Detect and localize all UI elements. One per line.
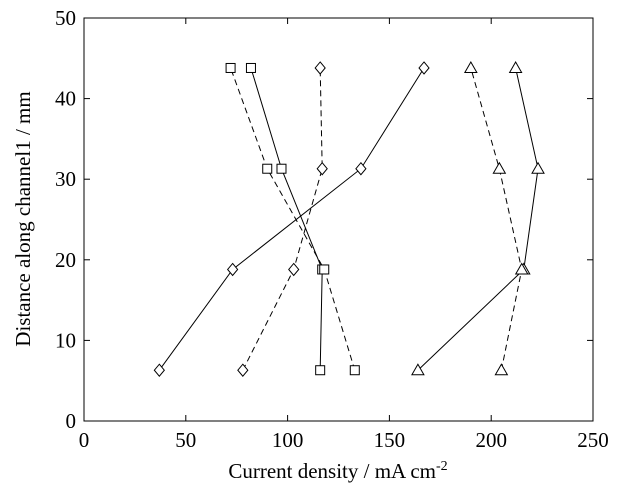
series-line xyxy=(250,67,323,371)
data-point-square xyxy=(276,163,287,174)
data-point-triangle xyxy=(531,161,545,174)
series-line xyxy=(470,67,523,371)
y-tick-label: 10 xyxy=(55,328,76,352)
data-point-diamond xyxy=(153,363,165,378)
data-point-triangle xyxy=(411,363,425,376)
series-layer xyxy=(153,60,545,378)
x-axis-label: Current density / mA cm-2 xyxy=(228,459,447,483)
data-point-diamond xyxy=(314,61,326,75)
series-6 xyxy=(463,60,529,376)
data-point-diamond xyxy=(237,363,249,378)
data-point-diamond xyxy=(355,161,367,176)
x-tick-label: 150 xyxy=(374,428,406,452)
data-point-square xyxy=(225,62,236,73)
data-point-triangle xyxy=(492,161,507,174)
x-tick-label: 250 xyxy=(577,428,609,452)
series-line xyxy=(158,67,425,371)
data-point-triangle xyxy=(494,363,509,376)
data-point-triangle xyxy=(514,262,529,275)
data-point-diamond xyxy=(316,161,328,176)
data-point-diamond xyxy=(226,262,239,277)
y-tick-label: 30 xyxy=(55,167,76,191)
y-tick-label: 20 xyxy=(55,248,76,272)
series-2 xyxy=(225,62,360,376)
y-tick-label: 40 xyxy=(55,87,76,111)
data-point-square xyxy=(349,365,360,376)
data-point-diamond xyxy=(418,61,430,75)
data-point-triangle xyxy=(463,60,478,73)
x-tick-label: 200 xyxy=(475,428,507,452)
data-point-square xyxy=(315,365,326,376)
data-point-square xyxy=(245,62,256,73)
data-point-triangle xyxy=(508,60,523,73)
x-axis-label-superscript: -2 xyxy=(436,459,448,474)
data-point-diamond xyxy=(288,262,300,277)
series-line xyxy=(242,67,323,371)
y-tick-label: 0 xyxy=(66,409,77,433)
series-3 xyxy=(153,61,430,378)
series-line xyxy=(417,67,539,371)
x-tick-label: 50 xyxy=(175,428,196,452)
y-tick-label: 50 xyxy=(55,6,76,30)
x-axis-label-text: Current density / mA cm xyxy=(228,459,436,483)
plot-area xyxy=(83,17,594,422)
series-4 xyxy=(237,61,328,378)
ticks-layer: 0 50 100 150 200 250 0 10 20 30 40 50 xyxy=(55,6,609,452)
y-axis-label: Distance along channel1 / mm xyxy=(11,91,35,346)
x-tick-label: 0 xyxy=(79,428,90,452)
series-line xyxy=(230,67,356,371)
data-point-square xyxy=(262,163,273,174)
data-point-square xyxy=(319,264,330,275)
x-tick-label: 100 xyxy=(272,428,304,452)
